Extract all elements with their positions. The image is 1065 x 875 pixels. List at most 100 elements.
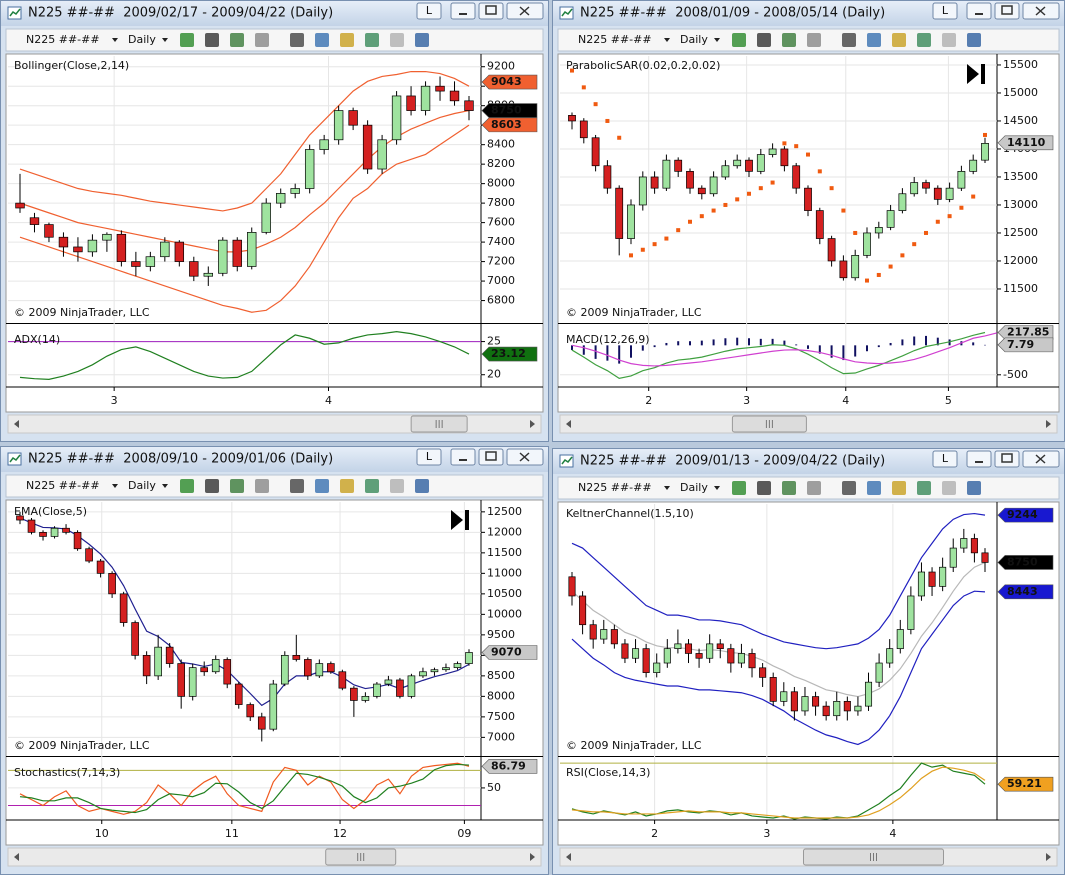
minimize-button[interactable] [450,448,476,466]
scroll-left[interactable] [14,853,19,861]
toolbar-button[interactable] [842,481,856,495]
minimize-button[interactable] [966,2,992,20]
price-marker [997,507,1054,523]
candle-body [142,655,151,677]
toolbar-button[interactable] [892,481,906,495]
instrument-selector[interactable]: N225 ##-## [578,481,652,494]
interval-selector[interactable]: Daily [680,33,708,46]
candle-body [39,531,47,537]
toolbar-button[interactable] [205,479,219,493]
scroll-left[interactable] [14,420,19,428]
go-to-end-button[interactable] [967,64,985,84]
toolbar-button[interactable] [290,479,304,493]
interval-selector[interactable]: Daily [128,479,156,492]
toolbar-button[interactable] [290,33,304,47]
toolbar-button[interactable] [230,33,244,47]
candle-body [769,677,777,702]
toolbar-button[interactable] [365,33,379,47]
toolbar-button[interactable] [732,33,746,47]
histogram-bar [807,345,809,349]
candle-body [160,241,170,258]
price-marker [997,135,1054,151]
y-tick-label: -500 [1003,368,1028,381]
toolbar-button[interactable] [180,33,194,47]
toolbar-button[interactable] [340,479,354,493]
scroll-right[interactable] [530,420,535,428]
histogram-bar [913,336,916,346]
instrument-selector[interactable]: N225 ##-## [26,33,100,46]
go-to-end-button[interactable] [451,510,469,530]
pin-button[interactable] [932,2,958,20]
x-tick-label: 2 [651,827,658,840]
candle-body [29,217,40,225]
y-tick-label: 8000 [487,177,515,190]
candle-body [327,663,335,673]
toolbar-button[interactable] [390,479,404,493]
scroll-left[interactable] [566,853,571,861]
toolbar-button[interactable] [942,481,956,495]
toolbar-button[interactable] [867,33,881,47]
sar-dot [900,253,905,258]
toolbar-button[interactable] [230,479,244,493]
sar-dot [876,272,881,277]
pin-button[interactable] [416,448,442,466]
toolbar-button[interactable] [340,33,354,47]
y-tick-label: 7800 [487,196,515,209]
toolbar-button[interactable] [917,481,931,495]
candle-body [246,704,255,718]
toolbar-button[interactable] [255,479,269,493]
toolbar-button[interactable] [967,481,981,495]
toolbar-button[interactable] [757,481,771,495]
scroll-right[interactable] [530,853,535,861]
y-tick-label: 11500 [1003,282,1038,295]
y-tick-label: 14500 [1003,114,1038,127]
toolbar-button[interactable] [807,33,821,47]
toolbar-button[interactable] [255,33,269,47]
interval-selector[interactable]: Daily [128,33,156,46]
histogram-bar [700,340,703,346]
toolbar-button[interactable] [415,33,429,47]
toolbar-button[interactable] [315,479,329,493]
toolbar-button[interactable] [867,481,881,495]
instrument-selector[interactable]: N225 ##-## [578,33,652,46]
toolbar-button[interactable] [205,33,219,47]
price-marker [481,117,538,133]
maximize-button[interactable] [994,450,1020,468]
minimize-button[interactable] [966,450,992,468]
copyright: © 2009 NinjaTrader, LLC [14,306,150,319]
toolbar-button[interactable] [842,33,856,47]
maximize-button[interactable] [994,2,1020,20]
maximize-button[interactable] [478,2,504,20]
pin-button[interactable] [932,450,958,468]
toolbar-button[interactable] [180,479,194,493]
toolbar-button[interactable] [782,33,796,47]
toolbar-button[interactable] [807,481,821,495]
toolbar-button[interactable] [967,33,981,47]
toolbar-button[interactable] [942,33,956,47]
scroll-left[interactable] [566,420,571,428]
toolbar-button[interactable] [892,33,906,47]
toolbar-button[interactable] [365,479,379,493]
toolbar-button[interactable] [315,33,329,47]
copyright: © 2009 NinjaTrader, LLC [14,739,150,752]
minimize-button[interactable] [450,2,476,20]
toolbar-button[interactable] [732,481,746,495]
instrument-selector[interactable]: N225 ##-## [26,479,100,492]
scroll-right[interactable] [1046,420,1051,428]
maximize-button[interactable] [478,448,504,466]
toolbar-button[interactable] [757,33,771,47]
candle-body [917,571,925,597]
toolbar-button[interactable] [917,33,931,47]
histogram-bar [771,338,774,346]
candle-body [102,233,112,241]
scroll-right[interactable] [1046,853,1051,861]
toolbar-button[interactable] [390,33,404,47]
x-tick-label: 12 [333,827,347,840]
candle-body [684,643,693,654]
pin-button[interactable] [416,2,442,20]
candle-body [465,652,473,664]
toolbar-button[interactable] [782,481,796,495]
toolbar-button[interactable] [415,479,429,493]
interval-selector[interactable]: Daily [680,481,708,494]
candle-body [189,261,199,277]
